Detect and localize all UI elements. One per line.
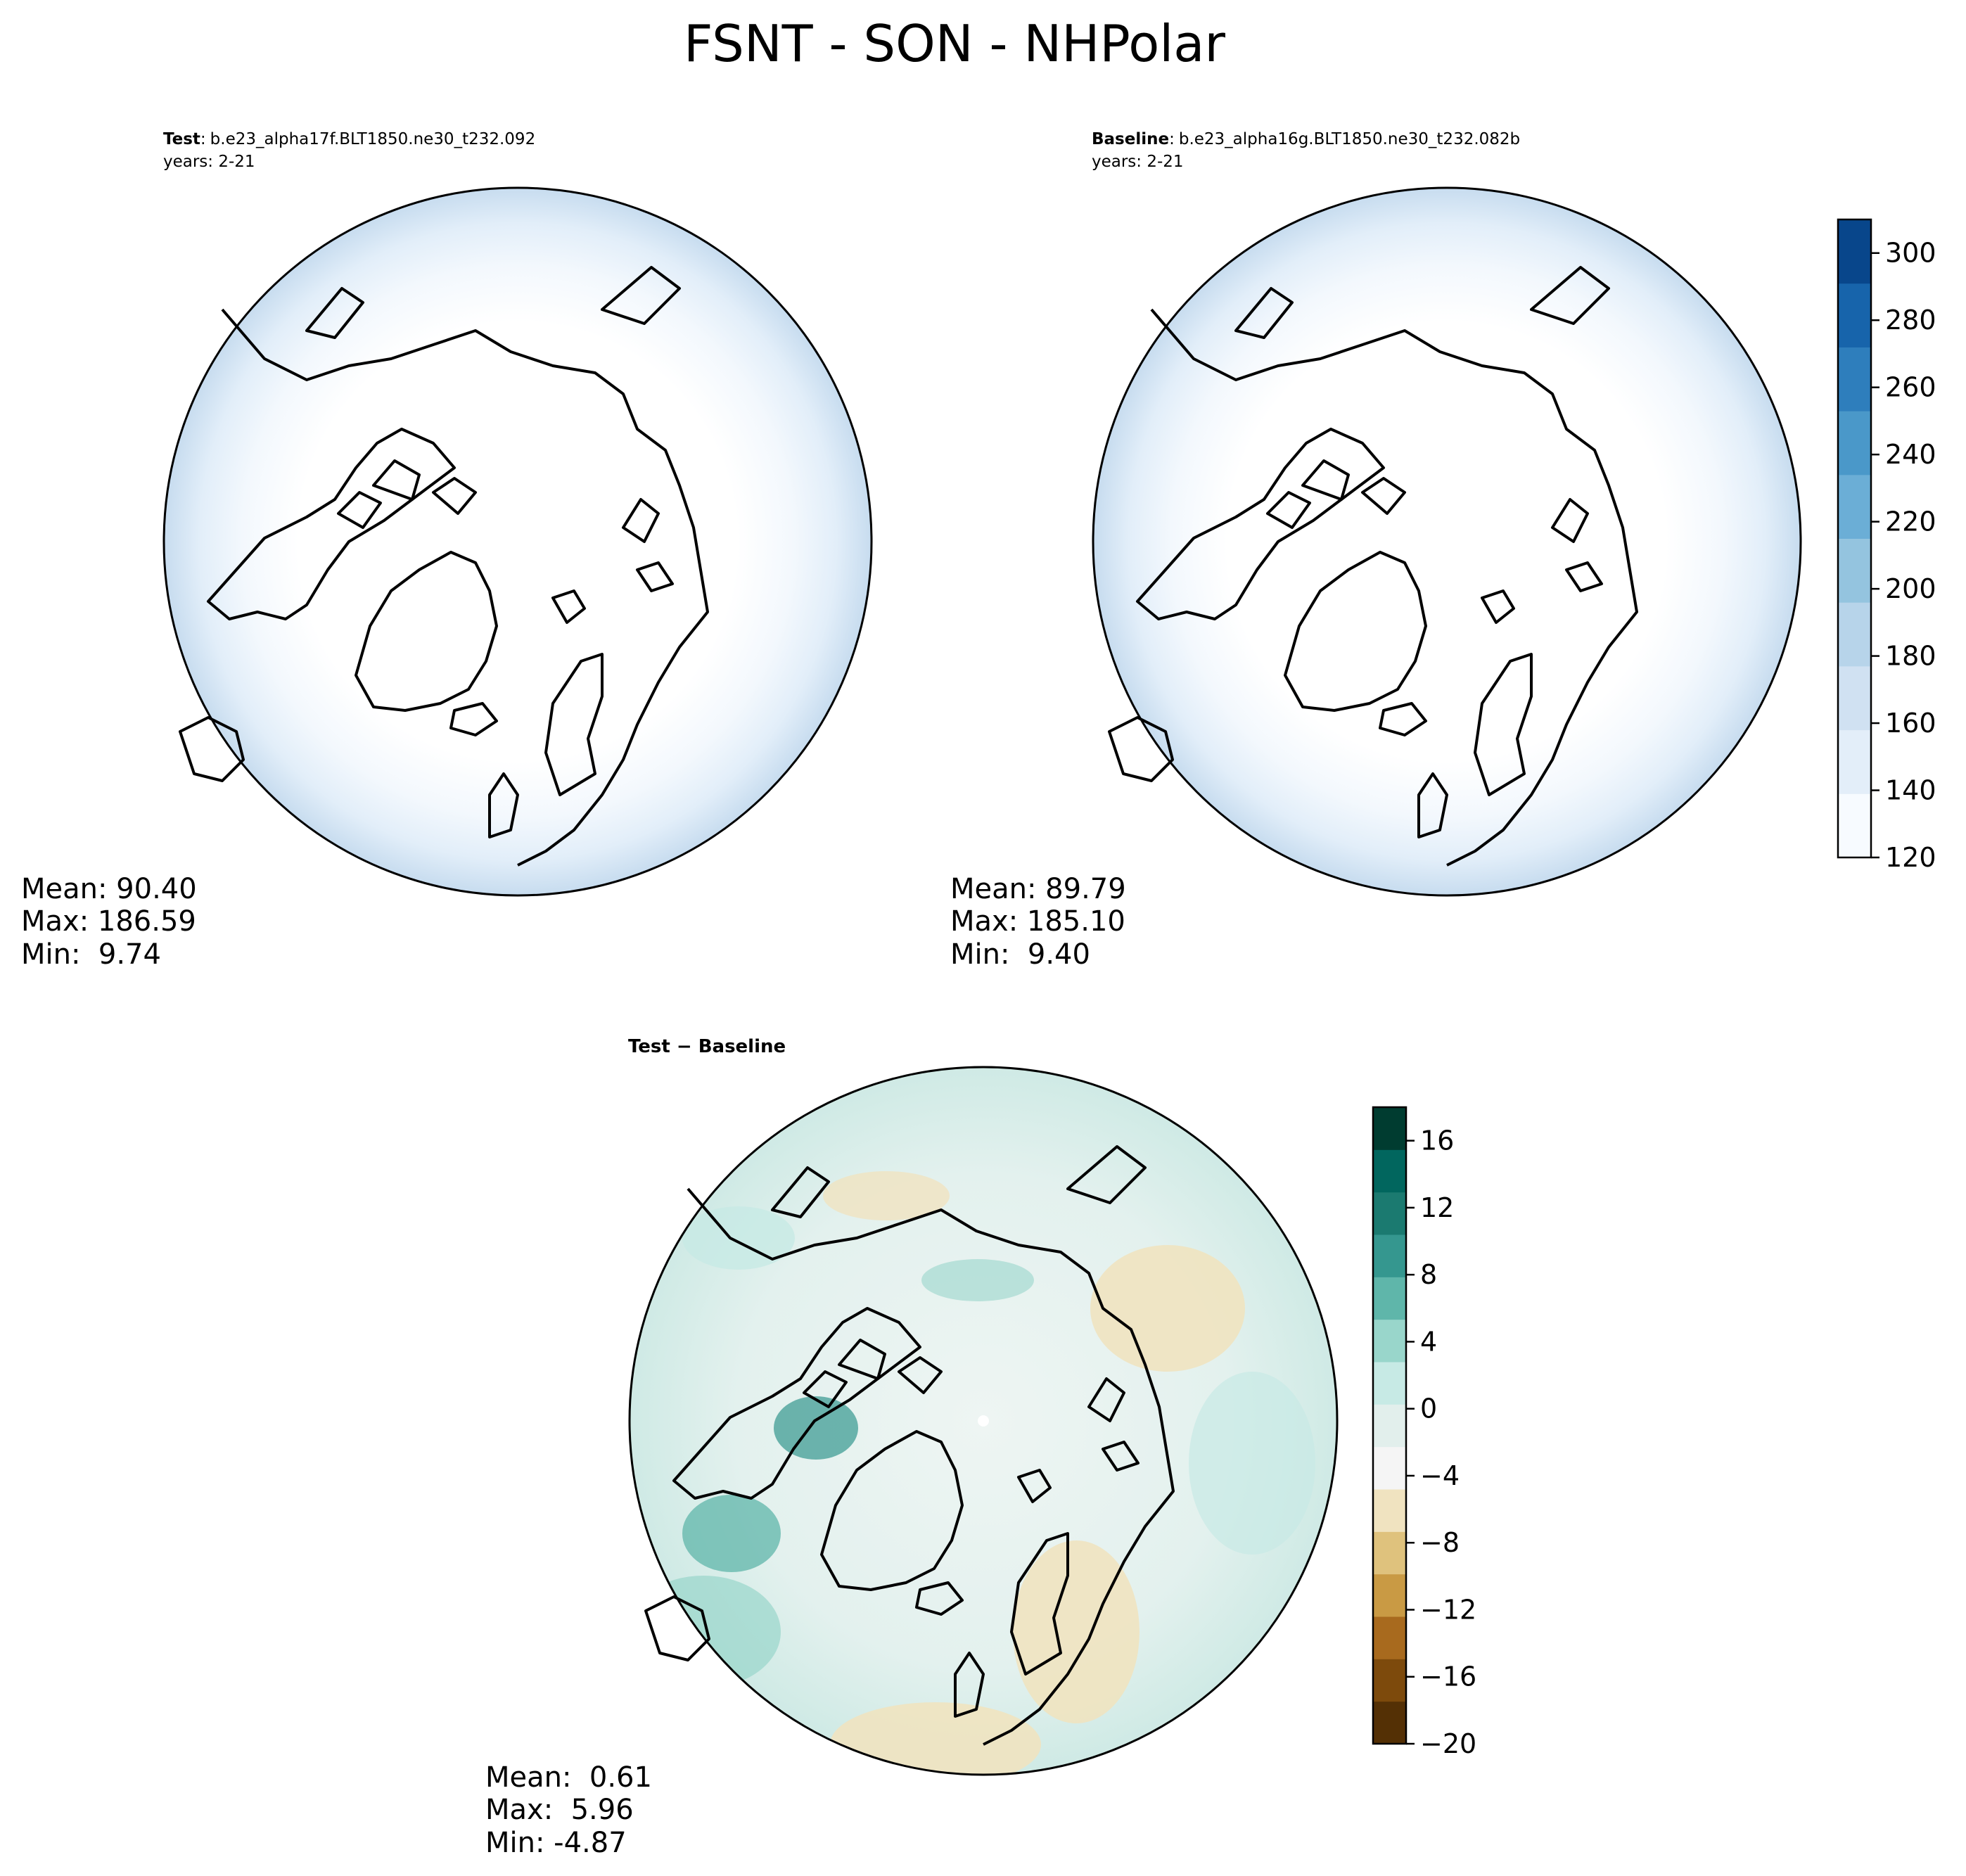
test-years: years: 2-21: [163, 153, 255, 171]
colorbar-difference-color-segment: [1373, 1574, 1406, 1617]
colorbar-absolute-color-segment: [1838, 665, 1871, 731]
test-header-line1: Test: b.e23_alpha17f.BLT1850.ne30_t232.09…: [163, 130, 535, 148]
colorbar-difference-color-segment: [1373, 1404, 1406, 1448]
diff-pole-marker: [978, 1415, 989, 1427]
diff-stat-mean: Mean: 0.61: [485, 1761, 652, 1794]
diff-stats: Mean: 0.61 Max: 5.96 Min: -4.87: [485, 1761, 652, 1859]
colorbar-difference-color-segment: [1373, 1107, 1406, 1150]
diff-stat-min: Min: -4.87: [485, 1827, 627, 1859]
colorbar-absolute-color-segment: [1838, 729, 1871, 794]
colorbar-absolute-tick-label: 180: [1885, 641, 1936, 672]
colorbar-difference-color-segment: [1373, 1277, 1406, 1320]
colorbar-difference-tick-label: 0: [1420, 1393, 1437, 1424]
colorbar-absolute-tick-label: 120: [1885, 842, 1936, 873]
test-stat-mean: Mean: 90.40: [21, 873, 197, 905]
colorbar-absolute-tick-label: 260: [1885, 372, 1936, 403]
colorbar-absolute-tick-label: 300: [1885, 238, 1936, 269]
test-case-name: b.e23_alpha17f.BLT1850.ne30_t232.092: [210, 130, 536, 148]
colorbar-absolute-color-segment: [1838, 283, 1871, 347]
diff-patch-positive: [682, 1495, 781, 1572]
colorbar-difference-color-segment: [1373, 1192, 1406, 1235]
colorbar-absolute-tick-label: 240: [1885, 439, 1936, 470]
colorbar-absolute-color-segment: [1838, 538, 1871, 603]
baseline-map-field: [1093, 188, 1801, 895]
colorbar-difference-color-segment: [1373, 1659, 1406, 1702]
diff-patch-positive: [774, 1396, 858, 1460]
diff-patch-negative: [823, 1171, 950, 1220]
diff-patch-positive: [1189, 1372, 1315, 1555]
colorbar-absolute-color-segment: [1838, 219, 1871, 284]
baseline-header-line1: Baseline: b.e23_alpha16g.BLT1850.ne30_t23…: [1092, 130, 1520, 148]
colorbar-difference: −20 −16 −12 −8 −4 0 4 8 12 16: [1372, 1106, 1476, 1759]
colorbar-absolute-color-segment: [1838, 474, 1871, 539]
colorbar-difference-tick-label: 16: [1420, 1125, 1454, 1156]
colorbar-difference-color-segment: [1373, 1319, 1406, 1363]
colorbar-absolute-color-segment: [1838, 347, 1871, 411]
test-stats: Mean: 90.40 Max: 186.59 Min: 9.74: [21, 873, 197, 971]
colorbar-difference-tick-label: 12: [1420, 1192, 1454, 1223]
test-header-label: Test: [163, 130, 200, 148]
colorbar-difference-tick-label: −16: [1420, 1661, 1476, 1692]
diff-header: Test − Baseline: [628, 1036, 786, 1057]
colorbar-difference-color-segment: [1373, 1616, 1406, 1659]
colorbar-difference-tick-label: 4: [1420, 1326, 1437, 1357]
colorbar-absolute-tick-label: 220: [1885, 506, 1936, 537]
colorbar-difference-color-segment: [1373, 1234, 1406, 1277]
test-map-field: [164, 188, 872, 895]
baseline-header-sep: :: [1169, 130, 1175, 148]
baseline-stats: Mean: 89.79 Max: 185.10 Min: 9.40: [950, 873, 1126, 971]
diff-map-boundary: [628, 1066, 1339, 1776]
colorbar-absolute-color-segment: [1838, 411, 1871, 476]
colorbar-difference-tick-label: −20: [1420, 1728, 1476, 1759]
colorbar-absolute-color-segment: [1838, 793, 1871, 858]
test-stat-min: Min: 9.74: [21, 938, 161, 971]
colorbar-difference-frame: [1372, 1106, 1408, 1745]
colorbar-difference-color-segment: [1373, 1531, 1406, 1575]
panel-baseline: Baseline: b.e23_alpha16g.BLT1850.ne30_t23…: [950, 130, 1802, 971]
colorbar-difference-tick-label: −12: [1420, 1594, 1476, 1625]
baseline-map-boundary: [1092, 186, 1802, 897]
baseline-stat-min: Min: 9.40: [950, 938, 1090, 971]
colorbar-difference-color-segment: [1373, 1362, 1406, 1405]
diff-patch-positive: [630, 1576, 781, 1688]
diff-patch-positive: [682, 1206, 795, 1270]
colorbar-difference-color-segment: [1373, 1446, 1406, 1490]
baseline-case-name: b.e23_alpha16g.BLT1850.ne30_t232.082b: [1179, 130, 1520, 148]
colorbar-difference-color-segment: [1373, 1489, 1406, 1532]
colorbar-absolute-color-segment: [1838, 602, 1871, 667]
colorbar-absolute-tick-label: 280: [1885, 305, 1936, 336]
diff-polar-map: [628, 1066, 1339, 1776]
baseline-header-label: Baseline: [1092, 130, 1169, 148]
panel-difference: Test − Baseline Mean: 0.61 Max: 5.96: [485, 1036, 1339, 1859]
diff-stat-max: Max: 5.96: [485, 1794, 634, 1826]
test-polar-map: [162, 186, 873, 897]
colorbar-difference-tick-label: −4: [1420, 1460, 1460, 1491]
baseline-stat-max: Max: 185.10: [950, 905, 1125, 938]
baseline-polar-map: [1092, 186, 1802, 897]
colorbar-difference-color-segment: [1373, 1701, 1406, 1744]
colorbar-difference-color-segment: [1373, 1149, 1406, 1193]
colorbar-difference-tick-label: −8: [1420, 1527, 1460, 1558]
figure-title: FSNT - SON - NHPolar: [684, 14, 1225, 73]
baseline-stat-mean: Mean: 89.79: [950, 873, 1126, 905]
colorbar-absolute-frame: [1837, 218, 1872, 859]
colorbar-absolute-tick-label: 160: [1885, 708, 1936, 739]
test-stat-max: Max: 186.59: [21, 905, 196, 938]
panel-test: Test: b.e23_alpha17f.BLT1850.ne30_t232.09…: [21, 130, 873, 971]
diff-patch-negative: [1090, 1245, 1245, 1372]
colorbar-absolute: 120 140 160 180 200 220 240 260 280 300: [1837, 218, 1936, 873]
diff-patch-positive: [921, 1259, 1034, 1301]
colorbar-absolute-tick-label: 200: [1885, 573, 1936, 604]
colorbar-absolute-tick-label: 140: [1885, 775, 1936, 806]
test-header-sep: :: [200, 130, 206, 148]
baseline-years: years: 2-21: [1092, 153, 1184, 171]
diff-patch-negative: [1013, 1540, 1140, 1723]
colorbar-difference-tick-label: 8: [1420, 1259, 1437, 1290]
test-map-boundary: [162, 186, 873, 897]
